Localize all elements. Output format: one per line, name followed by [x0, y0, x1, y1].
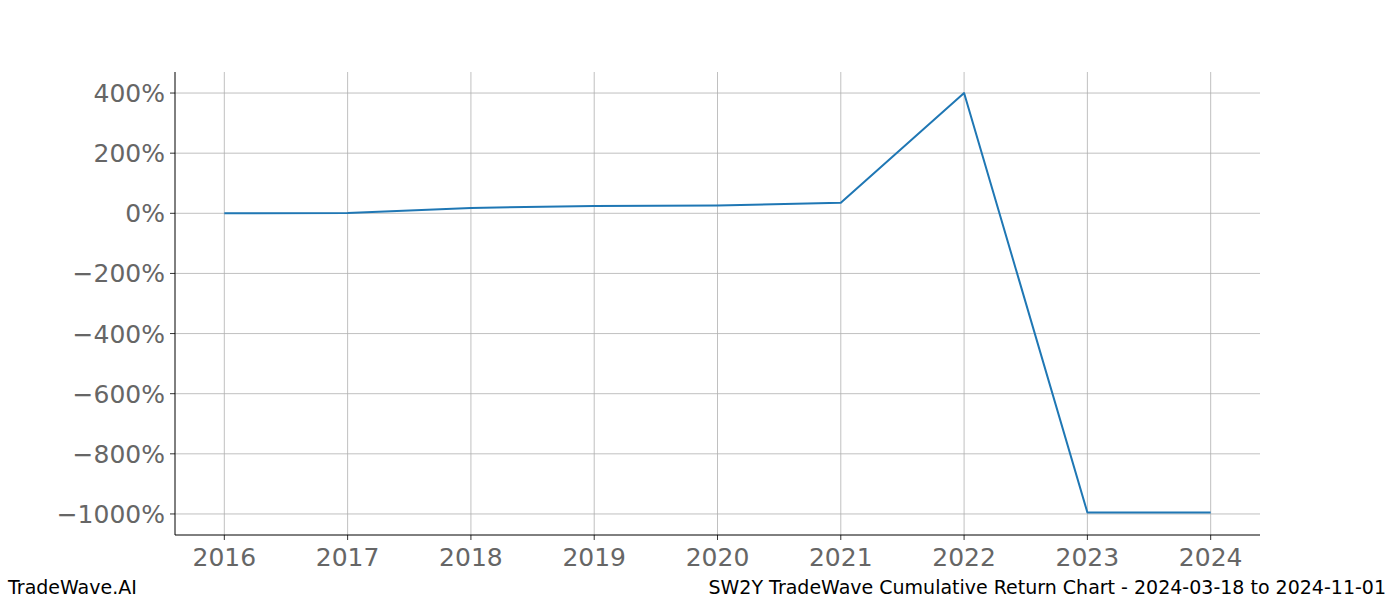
grid-line — [717, 72, 718, 535]
grid-line — [175, 153, 1260, 154]
grid-line — [175, 93, 1260, 94]
tick — [594, 535, 595, 540]
tick — [1210, 535, 1211, 540]
tick-label: −200% — [73, 259, 165, 288]
tick-label: 2018 — [439, 543, 503, 572]
tick — [840, 535, 841, 540]
grid-line — [175, 393, 1260, 394]
tick — [170, 453, 175, 454]
tick-label: 0% — [125, 199, 165, 228]
grid-line — [594, 72, 595, 535]
grid-line — [224, 72, 225, 535]
tick — [170, 513, 175, 514]
grid-line — [175, 453, 1260, 454]
tick — [470, 535, 471, 540]
axis-line — [175, 72, 176, 535]
tick — [717, 535, 718, 540]
tick — [347, 535, 348, 540]
tick-label: 2019 — [562, 543, 626, 572]
tick-label: 2016 — [193, 543, 257, 572]
grid-line — [840, 72, 841, 535]
tick-label: −600% — [73, 380, 165, 409]
grid-line — [347, 72, 348, 535]
grid-line — [175, 273, 1260, 274]
line-series — [224, 93, 1210, 512]
tick-label: 2020 — [686, 543, 750, 572]
watermark: TradeWave.AI — [7, 576, 137, 598]
grid-line — [175, 513, 1260, 514]
tick — [170, 393, 175, 394]
tick-label: 2024 — [1179, 543, 1243, 572]
tick — [964, 535, 965, 540]
plot-area: SW2Y — [224, 93, 1210, 512]
tick-label: 2022 — [932, 543, 996, 572]
grid-line — [1087, 72, 1088, 535]
tick-label: 2023 — [1056, 543, 1120, 572]
tick-label: −1000% — [57, 500, 165, 529]
tick — [170, 93, 175, 94]
grid-line — [964, 72, 965, 535]
grid-line — [175, 333, 1260, 334]
tick-label: 400% — [94, 79, 165, 108]
tick — [170, 273, 175, 274]
tick-label: 2017 — [316, 543, 380, 572]
tick — [170, 333, 175, 334]
chart: 2016 2017 2018 2019 2020 2021 2022 2023 2024 −100… — [0, 0, 1400, 600]
tick — [170, 153, 175, 154]
title: SW2Y TradeWave Cumulative Return Chart -… — [709, 576, 1387, 598]
tick-label: −800% — [73, 440, 165, 469]
grid-line — [1210, 72, 1211, 535]
tick-label: 2021 — [809, 543, 873, 572]
tick — [170, 213, 175, 214]
tick — [224, 535, 225, 540]
tick — [1087, 535, 1088, 540]
axis-line — [175, 535, 1260, 536]
tick-label: −400% — [73, 320, 165, 349]
grid-line — [470, 72, 471, 535]
tick-label: 200% — [94, 139, 165, 168]
